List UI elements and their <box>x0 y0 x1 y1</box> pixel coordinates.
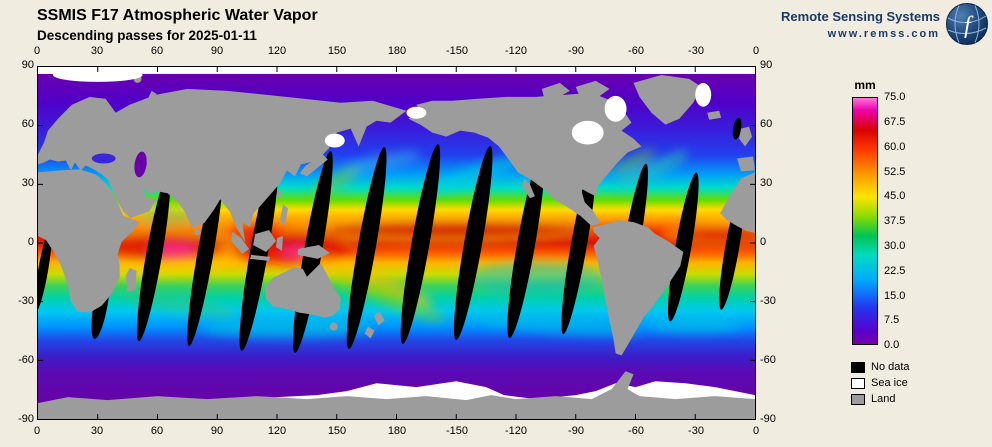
svg-text:f: f <box>964 13 974 39</box>
colorbar-tick-7-5: 7.5 <box>884 314 900 326</box>
lon-tick-top-1: 30 <box>90 45 104 57</box>
lat-tick-left-4: -30 <box>18 295 34 307</box>
lat-tick-left-5: -60 <box>18 354 34 366</box>
lat-tick-right-2: 30 <box>760 177 773 189</box>
lon-tick-top-2: 60 <box>150 45 164 57</box>
lat-tick-right-1: 60 <box>760 118 773 130</box>
no-data-label: No data <box>871 361 910 373</box>
colorbar-tick-60: 60.0 <box>884 141 906 153</box>
axis-ticks <box>38 67 755 419</box>
lon-tick-bottom-5: 150 <box>327 425 347 437</box>
legend-item-no-data: No data <box>851 361 910 373</box>
remss-url-link[interactable]: www.remss.com <box>827 28 940 40</box>
lon-tick-bottom-8: -120 <box>504 425 528 437</box>
lon-tick-bottom-0: 0 <box>33 425 41 437</box>
colorbar-tick-67-5: 67.5 <box>884 116 906 128</box>
lon-tick-bottom-1: 30 <box>90 425 104 437</box>
lon-tick-top-12: 0 <box>752 45 760 57</box>
colorbar-unit-label: mm <box>854 78 876 92</box>
colorbar-tick-75: 75.0 <box>884 91 906 103</box>
lon-tick-top-3: 90 <box>210 45 224 57</box>
globe-icon: f <box>946 3 988 45</box>
world-map-image <box>38 67 755 419</box>
lat-tick-left-6: -90 <box>18 413 34 425</box>
lon-tick-top-7: -150 <box>445 45 469 57</box>
colorbar-tick-45: 45.0 <box>884 190 906 202</box>
branding-org-name: Remote Sensing Systems <box>781 9 940 24</box>
lon-tick-bottom-2: 60 <box>150 425 164 437</box>
lon-tick-bottom-11: -30 <box>688 425 704 437</box>
lon-tick-top-4: 120 <box>267 45 287 57</box>
remss-globe-logo[interactable]: f <box>945 2 989 46</box>
lat-tick-left-3: 0 <box>27 236 34 248</box>
colorbar-tick-22-5: 22.5 <box>884 265 906 277</box>
lon-tick-top-0: 0 <box>33 45 41 57</box>
legend-item-sea-ice: Sea ice <box>851 377 908 389</box>
lat-tick-right-6: -90 <box>760 413 776 425</box>
lat-tick-left-1: 60 <box>21 118 34 130</box>
page-subtitle: Descending passes for 2025-01-11 <box>37 28 257 43</box>
lon-tick-top-6: 180 <box>387 45 407 57</box>
lon-tick-top-5: 150 <box>327 45 347 57</box>
lon-tick-bottom-7: -150 <box>445 425 469 437</box>
legend-item-land: Land <box>851 393 895 405</box>
colorbar-tick-52-5: 52.5 <box>884 166 906 178</box>
lon-tick-bottom-10: -60 <box>628 425 644 437</box>
lon-tick-bottom-12: 0 <box>752 425 760 437</box>
lon-tick-top-8: -120 <box>504 45 528 57</box>
lon-tick-bottom-4: 120 <box>267 425 287 437</box>
lat-tick-right-3: 0 <box>760 236 767 248</box>
world-map <box>37 66 756 420</box>
lat-tick-right-0: 90 <box>760 59 773 71</box>
lon-tick-bottom-6: 180 <box>387 425 407 437</box>
lat-tick-right-5: -60 <box>760 354 776 366</box>
lat-tick-left-2: 30 <box>21 177 34 189</box>
lon-tick-bottom-9: -90 <box>568 425 584 437</box>
no-data-swatch <box>851 361 865 373</box>
colorbar-tick-30: 30.0 <box>884 240 906 252</box>
land-label: Land <box>871 393 896 405</box>
lon-tick-top-11: -30 <box>688 45 704 57</box>
lon-tick-top-10: -60 <box>628 45 644 57</box>
lon-tick-top-9: -90 <box>568 45 584 57</box>
sea-ice-label: Sea ice <box>871 377 908 389</box>
land-layer <box>38 74 755 419</box>
colorbar-tick-37-5: 37.5 <box>884 215 906 227</box>
page-title: SSMIS F17 Atmospheric Water Vapor <box>37 7 318 24</box>
colorbar <box>852 97 878 345</box>
land-swatch <box>851 393 865 405</box>
colorbar-tick-15: 15.0 <box>884 290 906 302</box>
lat-tick-left-0: 90 <box>21 59 34 71</box>
inland-seas-layer <box>91 151 147 178</box>
colorbar-tick-0: 0.0 <box>884 339 900 351</box>
lon-tick-bottom-3: 90 <box>210 425 224 437</box>
sea-ice-swatch <box>851 377 865 389</box>
lat-tick-right-4: -30 <box>760 295 776 307</box>
